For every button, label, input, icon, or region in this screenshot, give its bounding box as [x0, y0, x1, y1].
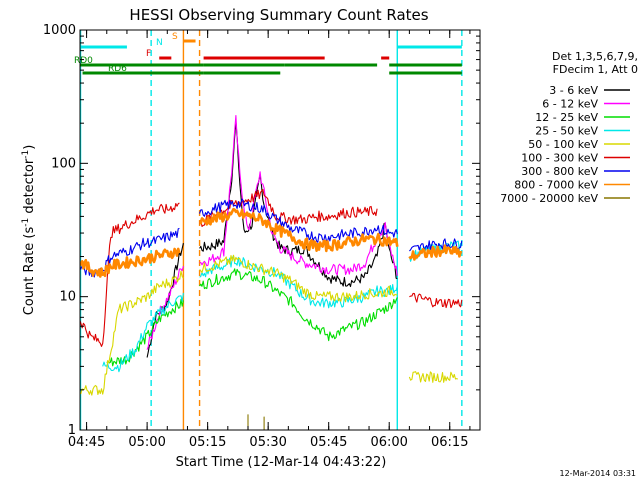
y-tick-label: 1 [68, 423, 76, 438]
y-axis-label-superscript: -1 [21, 218, 31, 227]
x-tick-label: 06:00 [370, 435, 407, 450]
flag-label-rd0: RD0 [74, 56, 93, 66]
y-tick-label: 100 [51, 156, 76, 171]
series-line-2 [106, 268, 398, 367]
legend-header: FDecim 1, Att 0 [553, 63, 638, 76]
y-axis-label-part: detector [22, 158, 37, 218]
legend: Det 1,3,5,6,7,9,FDecim 1, Att 0 3 - 6 keV… [500, 50, 638, 205]
legend-label: 800 - 7000 keV [514, 179, 598, 192]
legend-label: 25 - 50 keV [535, 125, 598, 138]
y-tick-label: 1000 [43, 23, 76, 38]
flag-label-s: S [172, 32, 178, 42]
plot-frame [79, 29, 481, 431]
timestamp: 12-Mar-2014 03:31 [560, 469, 637, 478]
flag-label-rd6: RD6 [108, 64, 127, 74]
x-tick-label: 06:15 [431, 435, 468, 450]
y-axis-label-superscript: -1 [21, 150, 31, 159]
x-tick-label: 05:45 [310, 435, 347, 450]
plot-area [80, 30, 463, 430]
y-tick-label: 10 [59, 290, 76, 305]
legend-label: 12 - 25 keV [535, 111, 598, 124]
y-axis-label-part: Count Rate (s [22, 227, 37, 316]
x-tick-label: 04:45 [68, 435, 105, 450]
x-tick-label: 05:00 [128, 435, 165, 450]
y-axis-label-text: Count Rate (s-1 detector-1) [21, 145, 37, 316]
series-line-4 [80, 254, 459, 396]
legend-label: 3 - 6 keV [549, 84, 598, 97]
legend-label: 7000 - 20000 keV [500, 192, 598, 205]
x-tick-label: 05:30 [249, 435, 286, 450]
y-axis-label: Count Rate (s-1 detector-1) [21, 145, 37, 316]
flag-label-f: F [146, 49, 151, 59]
series-line-7 [80, 207, 463, 278]
legend-label: 300 - 800 keV [521, 165, 598, 178]
y-axis-label-part: ) [22, 145, 37, 150]
legend-header: Det 1,3,5,6,7,9, [552, 50, 638, 63]
legend-label: 6 - 12 keV [542, 98, 598, 111]
chart-title: HESSI Observing Summary Count Rates [129, 6, 428, 24]
x-tick-label: 05:15 [189, 435, 226, 450]
legend-label: 100 - 300 keV [521, 152, 598, 165]
legend-label: 50 - 100 keV [528, 138, 598, 151]
flag-label-n: N [156, 38, 163, 48]
x-axis-label: Start Time (12-Mar-14 04:43:22) [176, 455, 387, 470]
